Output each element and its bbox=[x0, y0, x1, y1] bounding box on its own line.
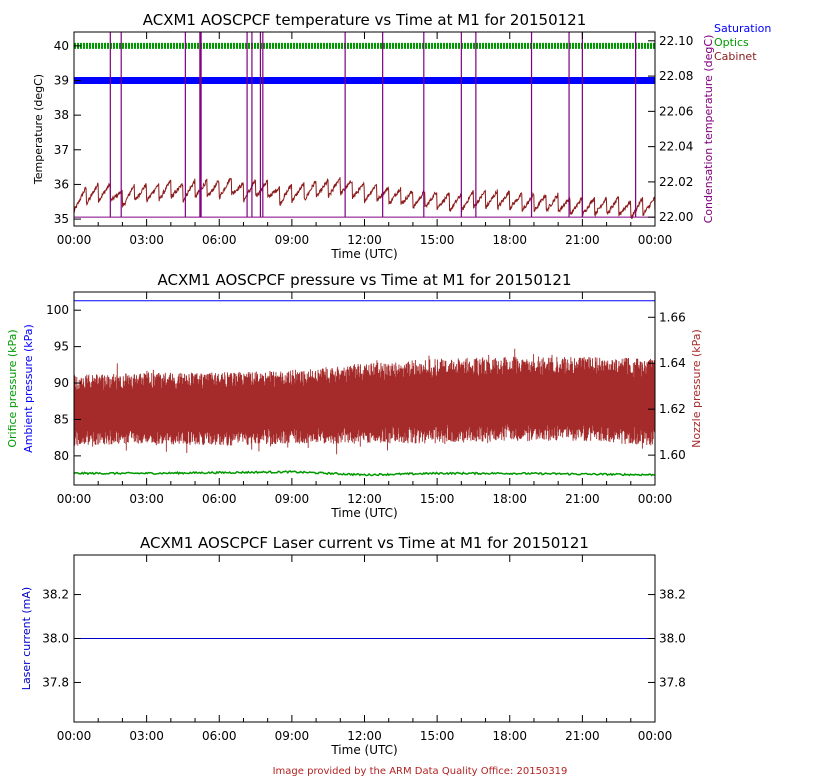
pressure-panel: ACXM1 AOSCPCF pressure vs Time at M1 for… bbox=[6, 271, 703, 520]
y-right-tick-label: 1.60 bbox=[659, 448, 686, 462]
x-tick-label: 06:00 bbox=[202, 233, 237, 247]
x-tick-label: 18:00 bbox=[492, 233, 527, 247]
y-tick-label: 38.2 bbox=[42, 588, 69, 602]
y-right-tick-label: 1.62 bbox=[659, 402, 686, 416]
x-tick-label: 21:00 bbox=[565, 233, 600, 247]
x-tick-label: 12:00 bbox=[347, 729, 382, 743]
y-right-tick-label: 1.66 bbox=[659, 310, 686, 324]
y-tick-label: 35 bbox=[54, 212, 69, 226]
x-tick-label: 00:00 bbox=[57, 233, 92, 247]
x-tick-label: 03:00 bbox=[129, 492, 164, 506]
x-tick-label: 06:00 bbox=[202, 729, 237, 743]
x-tick-label: 09:00 bbox=[275, 233, 310, 247]
y-tick-label: 38 bbox=[54, 108, 69, 122]
temperature-panel: ACXM1 AOSCPCF temperature vs Time at M1 … bbox=[32, 11, 771, 261]
x-tick-label: 00:00 bbox=[57, 492, 92, 506]
x-tick-label: 15:00 bbox=[420, 492, 455, 506]
y-tick-label: 37 bbox=[54, 143, 69, 157]
footer-credit: Image provided by the ARM Data Quality O… bbox=[272, 766, 568, 777]
chart-title: ACXM1 AOSCPCF Laser current vs Time at M… bbox=[140, 534, 589, 552]
x-tick-label: 03:00 bbox=[129, 233, 164, 247]
y-tick-label: 36 bbox=[54, 177, 69, 191]
y-tick-label: 40 bbox=[54, 39, 69, 53]
legend-item-optics: Optics bbox=[714, 36, 749, 49]
x-tick-label: 12:00 bbox=[347, 492, 382, 506]
x-tick-label: 15:00 bbox=[420, 729, 455, 743]
x-tick-label: 21:00 bbox=[565, 729, 600, 743]
chart-title: ACXM1 AOSCPCF temperature vs Time at M1 … bbox=[143, 11, 587, 29]
y-tick-label: 100 bbox=[46, 303, 69, 317]
chart-title: ACXM1 AOSCPCF pressure vs Time at M1 for… bbox=[157, 271, 571, 289]
y-tick-label: 37.8 bbox=[42, 675, 69, 689]
y-tick-label: 95 bbox=[54, 340, 69, 354]
y-tick-label: 90 bbox=[54, 376, 69, 390]
y-right-tick-label: 37.8 bbox=[659, 675, 686, 689]
y-right-tick-label: 1.64 bbox=[659, 356, 686, 370]
x-tick-label: 00:00 bbox=[638, 492, 673, 506]
x-tick-label: 06:00 bbox=[202, 492, 237, 506]
x-tick-label: 00:00 bbox=[638, 729, 673, 743]
x-tick-label: 18:00 bbox=[492, 492, 527, 506]
y-axis-label: Temperature (degC) bbox=[32, 74, 45, 185]
legend-item-cabinet: Cabinet bbox=[714, 50, 757, 63]
x-tick-label: 09:00 bbox=[275, 729, 310, 743]
laser-current-panel: ACXM1 AOSCPCF Laser current vs Time at M… bbox=[20, 534, 686, 757]
y-right-tick-label: 38.2 bbox=[659, 588, 686, 602]
y-right-tick-label: 22.00 bbox=[659, 210, 693, 224]
x-tick-label: 12:00 bbox=[347, 233, 382, 247]
y-right-tick-label: 22.08 bbox=[659, 69, 693, 83]
y-right-tick-label: 22.04 bbox=[659, 140, 693, 154]
plot-area bbox=[74, 32, 655, 220]
x-tick-label: 21:00 bbox=[565, 492, 600, 506]
series-orifice-pressure bbox=[74, 470, 655, 477]
y-axis-label-ambient: Ambient pressure (kPa) bbox=[22, 324, 35, 453]
x-tick-label: 18:00 bbox=[492, 729, 527, 743]
series-nozzle-pressure bbox=[74, 348, 655, 455]
x-tick-label: 15:00 bbox=[420, 233, 455, 247]
y-right-tick-label: 22.10 bbox=[659, 34, 693, 48]
y-right-axis-label: Nozzle pressure (kPa) bbox=[690, 329, 703, 448]
x-axis-label: Time (UTC) bbox=[330, 506, 397, 520]
x-tick-label: 03:00 bbox=[129, 729, 164, 743]
legend-item-saturation: Saturation bbox=[714, 22, 771, 35]
x-tick-label: 09:00 bbox=[275, 492, 310, 506]
x-axis-label: Time (UTC) bbox=[330, 247, 397, 261]
y-axis-label: Laser current (mA) bbox=[20, 587, 33, 690]
y-right-tick-label: 38.0 bbox=[659, 632, 686, 646]
y-right-tick-label: 22.02 bbox=[659, 175, 693, 189]
y-right-axis-label: Condensation temperature (degC) bbox=[702, 35, 715, 224]
y-tick-label: 80 bbox=[54, 449, 69, 463]
y-tick-label: 85 bbox=[54, 412, 69, 426]
plot-area bbox=[74, 300, 655, 477]
x-tick-label: 00:00 bbox=[638, 233, 673, 247]
y-axis-label-orifice: Orifice pressure (kPa) bbox=[6, 329, 19, 447]
series-cabinet bbox=[74, 177, 655, 220]
y-tick-label: 38.0 bbox=[42, 632, 69, 646]
y-tick-label: 39 bbox=[54, 74, 69, 88]
y-right-tick-label: 22.06 bbox=[659, 104, 693, 118]
x-axis-label: Time (UTC) bbox=[330, 743, 397, 757]
x-tick-label: 00:00 bbox=[57, 729, 92, 743]
